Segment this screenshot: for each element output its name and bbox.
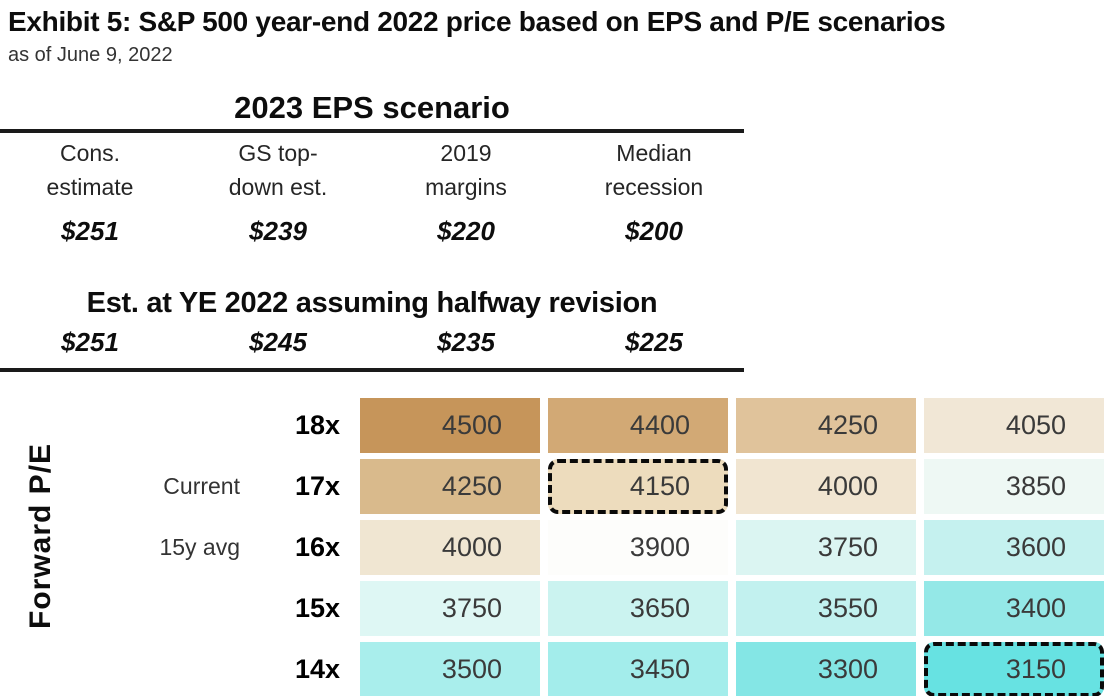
row-annotation-15y-avg: 15y avg [159,534,240,560]
column-header-line1: 2019 [440,140,492,166]
exhibit-subtitle: as of June 9, 2022 [8,44,173,66]
column-header-line1: Cons. [59,140,121,166]
matrix-cell: 4000 [736,459,916,514]
eps-ye2022-value: $235 [437,327,495,357]
exhibit-title: Exhibit 5: S&P 500 year-end 2022 price b… [8,6,946,37]
matrix-cells: 3750 3650 3550 3400 [360,581,1104,636]
pe-row-label: 14x [294,654,340,684]
matrix-row-14x: 14x 3500 3450 3300 3150 [0,642,1104,696]
matrix-cells: 3500 3450 3300 3150 [360,642,1104,696]
matrix-cell: 3600 [924,520,1104,575]
matrix-row-16x: 15y avg 16x 4000 3900 3750 3600 [0,520,1104,575]
column-header-line1: Median [616,140,692,166]
matrix-cells: 4500 4400 4250 4050 [360,398,1104,453]
eps-2023-value: $251 [61,216,119,246]
eps-ye2022-value: $251 [61,327,119,357]
matrix-cell-highlighted: 4150 [548,459,728,514]
column-headers: Cons. estimate GS top- down est. 2019 ma… [0,136,744,204]
pe-row-label: 18x [294,410,340,440]
column-header-cons-estimate: Cons. estimate [0,136,180,204]
row-annotation [60,398,240,453]
matrix-cell: 3300 [736,642,916,696]
eps-scenario-group-header: 2023 EPS scenario [234,90,510,125]
matrix-cells: 4250 4150 4000 3850 [360,459,1104,514]
eps-2023-value: $220 [437,216,495,246]
row-annotation [60,642,240,696]
pe-row-label: 17x [294,471,340,501]
matrix-cell: 4500 [360,398,540,453]
matrix-cell: 3400 [924,581,1104,636]
eps-ye2022-value: $225 [625,327,683,357]
matrix-row-18x: 18x 4500 4400 4250 4050 [0,398,1104,453]
eps-2023-values-row: $251 $239 $220 $200 [0,216,744,247]
matrix-cell: 3450 [548,642,728,696]
column-header-line2: recession [604,174,704,200]
matrix-cell: 3500 [360,642,540,696]
halfway-revision-header: Est. at YE 2022 assuming halfway revisio… [86,287,658,319]
pe-row-label: 15x [294,593,340,623]
pe-row-label: 16x [294,532,340,562]
bottom-rule [0,368,744,372]
matrix-cell: 4250 [736,398,916,453]
eps-ye2022-values-row: $251 $245 $235 $225 [0,327,744,358]
matrix-cell: 4400 [548,398,728,453]
top-rule [0,129,744,133]
matrix-cell: 4000 [360,520,540,575]
column-header-line2: estimate [46,174,134,200]
matrix-cell: 3900 [548,520,728,575]
column-header-line2: margins [425,174,507,200]
column-header-line1: GS top- [238,140,318,166]
column-header-gs-topdown: GS top- down est. [188,136,368,204]
matrix-cell-highlighted: 3150 [924,642,1104,696]
matrix-cell: 3550 [736,581,916,636]
matrix-row-15x: 15x 3750 3650 3550 3400 [0,581,1104,636]
eps-ye2022-value: $245 [249,327,307,357]
row-annotation [60,581,240,636]
matrix-cell: 3750 [360,581,540,636]
eps-2023-value: $239 [249,216,307,246]
matrix-cell: 3750 [736,520,916,575]
matrix-cell: 4050 [924,398,1104,453]
matrix-cells: 4000 3900 3750 3600 [360,520,1104,575]
column-header-line2: down est. [228,174,328,200]
matrix-cell: 3850 [924,459,1104,514]
matrix-row-17x: Current 17x 4250 4150 4000 3850 [0,459,1104,514]
row-annotation-current: Current [163,473,240,499]
column-header-2019-margins: 2019 margins [376,136,556,204]
column-header-median-recession: Median recession [564,136,744,204]
matrix-cell: 3650 [548,581,728,636]
eps-2023-value: $200 [625,216,683,246]
matrix-cell: 4250 [360,459,540,514]
